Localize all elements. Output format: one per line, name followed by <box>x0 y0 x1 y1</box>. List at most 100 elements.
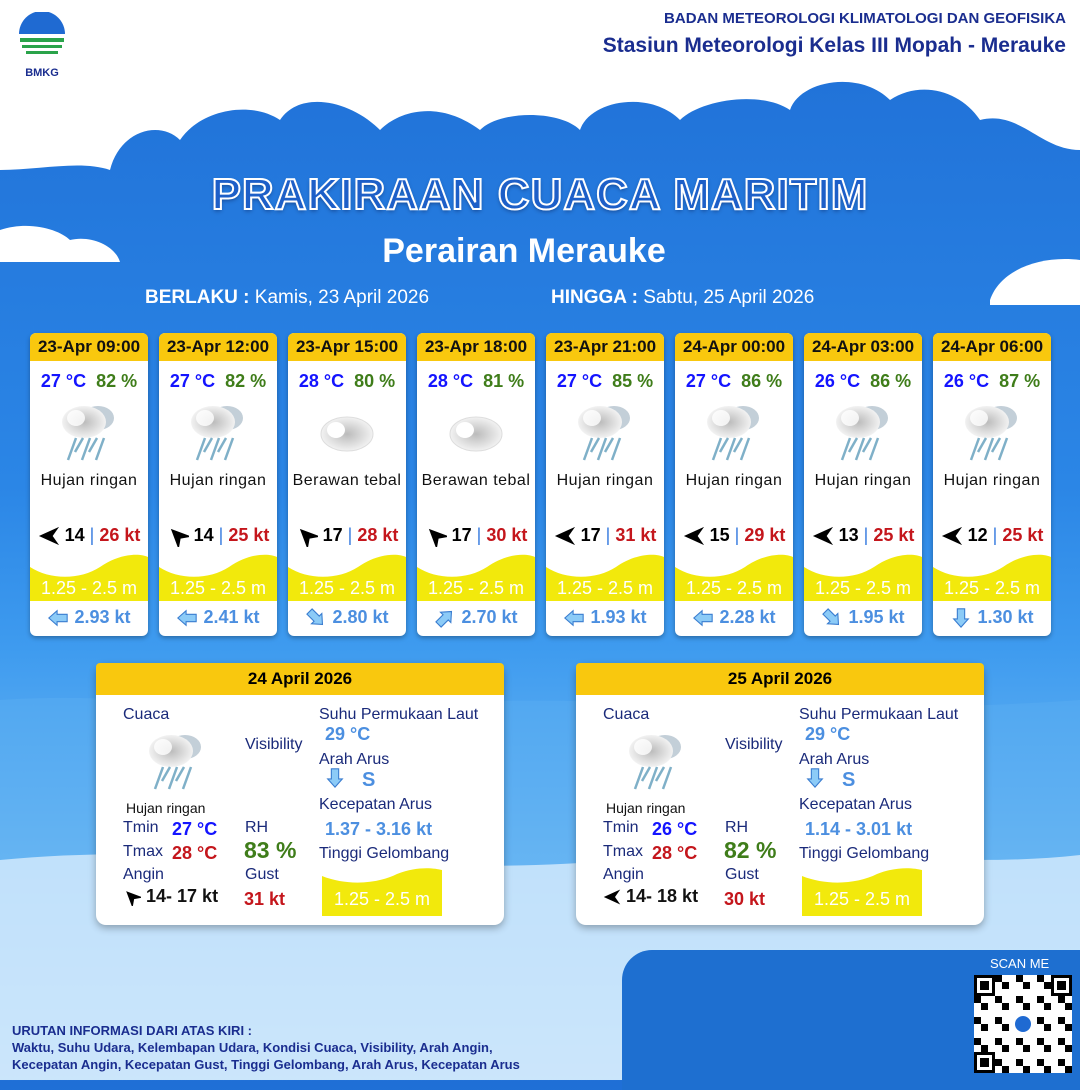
weather-condition: Berawan tebal <box>292 472 402 489</box>
gust-label: Gust <box>245 866 279 883</box>
humidity: 82 % <box>225 371 267 391</box>
cloud-icon <box>441 396 511 466</box>
wind-label: Angin <box>123 866 164 883</box>
humidity: 86 % <box>741 371 783 391</box>
gust-value: 30 kt <box>724 889 766 909</box>
sst-value: 29 °C <box>325 724 371 744</box>
forecast-time: 23-Apr 21:00 <box>546 333 664 361</box>
wind-speed: 14 <box>193 525 214 545</box>
gust-speed: 31 kt <box>615 525 657 545</box>
footer-line: Waktu, Suhu Udara, Kelembapan Udara, Kon… <box>12 1040 493 1055</box>
forecast-time: 23-Apr 15:00 <box>288 333 406 361</box>
wave-graphic <box>933 554 1051 601</box>
current-speed: 1.30 kt <box>977 607 1034 627</box>
separator: | <box>992 525 998 545</box>
current-direction-icon <box>692 607 714 627</box>
current-direction-icon <box>324 767 346 789</box>
current-speed-label: Kecepatan Arus <box>799 796 912 813</box>
temperature: 27 °C <box>40 371 87 391</box>
wave-graphic <box>417 554 535 601</box>
rain-cloud-icon <box>699 396 769 466</box>
weather-condition: Hujan ringan <box>685 472 783 489</box>
current-direction-icon <box>950 607 972 629</box>
sst-label: Suhu Permukaan Laut <box>799 706 959 723</box>
valid-to: HINGGA : Sabtu, 25 April 2026 <box>551 287 814 309</box>
humidity: 85 % <box>612 371 654 391</box>
page-subtitle: Perairan Merauke <box>382 232 666 270</box>
rain-cloud-icon <box>621 725 691 800</box>
bmkg-logo: BMKG <box>14 11 70 79</box>
forecast-card: 24-Apr 00:00 27 °C 86 % Hujan ringan 15 … <box>675 333 793 636</box>
wind-speed: 14 <box>64 525 85 545</box>
logo-text: BMKG <box>25 67 59 79</box>
gust-speed: 29 kt <box>744 525 786 545</box>
wind-speed: 17 <box>451 525 472 545</box>
rh-value: 82 % <box>724 837 777 863</box>
gust-label: Gust <box>725 866 759 883</box>
tmin-label: Tmin <box>123 819 159 836</box>
separator: | <box>605 525 611 545</box>
forecast-card: 24-Apr 06:00 26 °C 87 % Hujan ringan 12 … <box>933 333 1051 636</box>
cloud-icon <box>312 396 382 466</box>
forecast-card: 23-Apr 09:00 27 °C 82 % Hujan ringan 14 … <box>30 333 148 636</box>
page-title: PRAKIRAAN CUACA MARITIM <box>211 169 869 220</box>
wave-height: 1.25 - 2.5 m <box>814 578 912 598</box>
gust-speed: 26 kt <box>99 525 141 545</box>
temperature: 26 °C <box>943 371 990 391</box>
weather-label: Cuaca <box>123 706 170 723</box>
wave-height: 1.25 - 2.5 m <box>169 578 267 598</box>
wind-direction-icon <box>123 886 144 909</box>
forecast-time: 24-Apr 06:00 <box>933 333 1051 361</box>
forecast-time: 23-Apr 18:00 <box>417 333 535 361</box>
wave-graphic <box>546 554 664 601</box>
agency-name: BADAN METEOROLOGI KLIMATOLOGI DAN GEOFIS… <box>664 10 1066 27</box>
wind-direction-icon <box>683 525 705 546</box>
qr-code[interactable] <box>974 975 1072 1073</box>
current-direction-value: S <box>842 769 856 791</box>
wave-graphic <box>675 554 793 601</box>
wind-direction-icon <box>167 525 192 550</box>
tmax-label: Tmax <box>603 843 643 860</box>
weather-condition: Hujan ringan <box>606 800 686 816</box>
wind-label: Angin <box>603 866 644 883</box>
current-speed-label: Kecepatan Arus <box>319 796 432 813</box>
weather-condition: Hujan ringan <box>40 472 138 489</box>
station-name: Stasiun Meteorologi Kelas III Mopah - Me… <box>602 34 1066 57</box>
footer-title: URUTAN INFORMASI DARI ATAS KIRI : <box>12 1023 252 1038</box>
tmin-label: Tmin <box>603 819 639 836</box>
separator: | <box>863 525 869 545</box>
wind-value: 14- 17 kt <box>123 886 219 909</box>
rain-cloud-icon <box>54 396 124 466</box>
wave-graphic <box>288 554 406 601</box>
daily-summary-box: 25 April 2026 Cuaca Hujan ringan Tmin 26… <box>576 663 984 925</box>
forecast-card: 23-Apr 21:00 27 °C 85 % Hujan ringan 17 … <box>546 333 664 636</box>
current-speed: 2.41 kt <box>203 607 260 627</box>
rain-cloud-icon <box>183 396 253 466</box>
current-speed-value: 1.37 - 3.16 kt <box>325 819 433 839</box>
humidity: 86 % <box>870 371 912 391</box>
gust-speed: 25 kt <box>873 525 915 545</box>
weather-condition: Hujan ringan <box>943 472 1041 489</box>
wind-speed: 17 <box>580 525 601 545</box>
humidity: 87 % <box>999 371 1041 391</box>
current-speed: 2.80 kt <box>332 607 389 627</box>
rain-cloud-icon <box>957 396 1027 466</box>
tmax-value: 28 °C <box>652 843 698 863</box>
wave-height: 1.25 - 2.5 m <box>427 578 525 598</box>
humidity: 80 % <box>354 371 396 391</box>
footer-legend: URUTAN INFORMASI DARI ATAS KIRI : Waktu,… <box>12 1022 520 1073</box>
wind-direction-icon <box>812 525 834 546</box>
wind-speed: 14- 17 kt <box>146 886 219 906</box>
wind-speed: 12 <box>967 525 988 545</box>
current-direction-icon <box>821 607 843 627</box>
rain-cloud-icon <box>570 396 640 466</box>
current-direction-icon <box>434 607 456 629</box>
rh-label: RH <box>725 819 749 836</box>
wave-height: 1.25 - 2.5 m <box>298 578 396 598</box>
gust-speed: 25 kt <box>228 525 270 545</box>
temperature: 27 °C <box>556 371 603 391</box>
rain-cloud-icon <box>828 396 898 466</box>
wind-direction-icon <box>603 886 621 906</box>
weather-condition: Hujan ringan <box>814 472 912 489</box>
current-direction-label: Arah Arus <box>799 751 870 768</box>
